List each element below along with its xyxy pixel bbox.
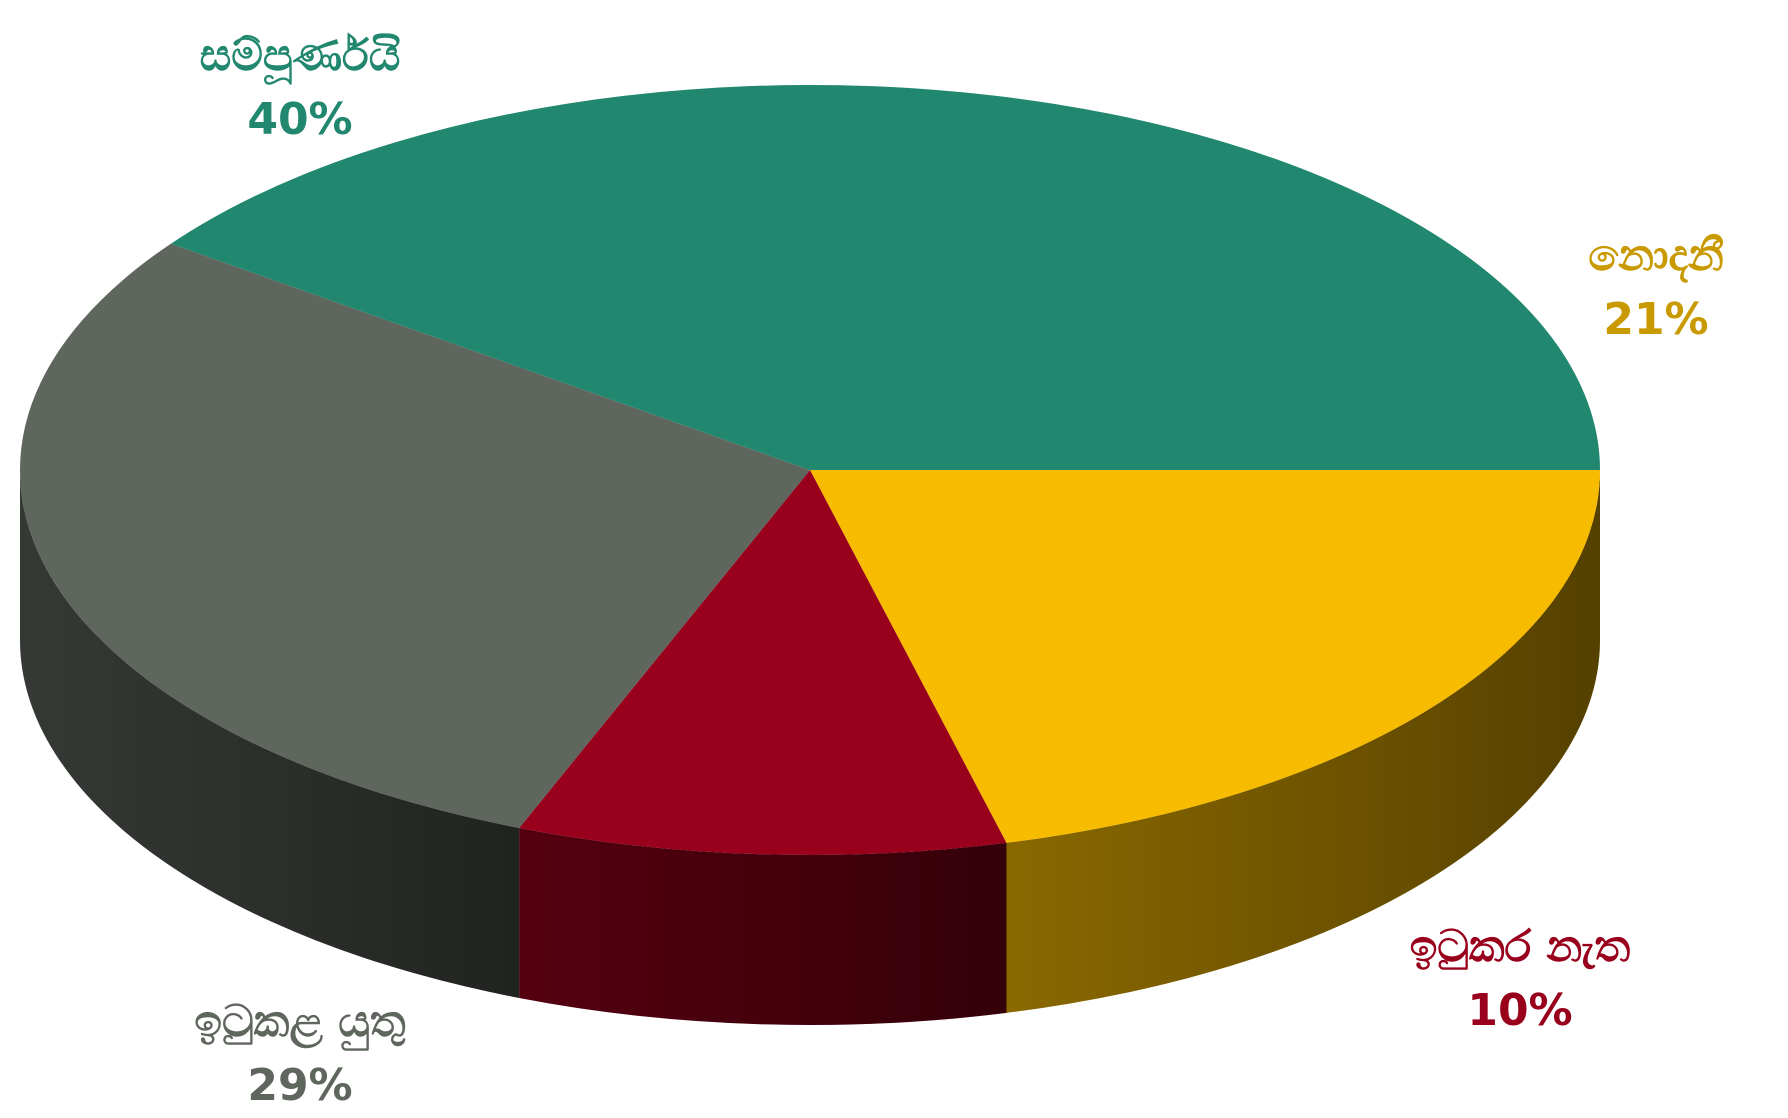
slice-name: නොදනී [1588,230,1724,281]
slice-name: සම්පූර්ණයි [199,30,401,81]
pie-slice-slice-3 [170,84,1600,470]
pie-top-faces [19,84,1600,855]
pie-side-shade-slice-2 [20,470,520,998]
slice-label-itukara-naetha: ඉටුකර නැත 10% [1330,915,1710,1043]
pie-slice-slice-0 [810,470,1600,843]
slice-percent: 10% [1467,985,1573,1036]
slice-label-ne-danni: නොදනී 21% [1536,224,1776,352]
pie-slice-slice-2 [19,243,811,828]
slice-percent: 40% [247,94,353,145]
slice-label-itukala-yuthu: ඉටුකළ යුතු 29% [110,990,490,1118]
pie-side-shade-slice-1 [519,827,1007,1025]
pie-side-walls [20,470,1600,1025]
slice-percent: 21% [1603,294,1709,345]
pie-slice-slice-1 [519,470,1007,855]
slice-label-sampurnai: සම්පූර්ණයි 40% [110,24,490,152]
slice-name: ඉටුකළ යුතු [194,996,406,1047]
pie-side-shade-slice-0 [1006,470,1600,1013]
slice-name: ඉටුකර නැත [1409,921,1631,972]
slice-percent: 29% [247,1060,353,1111]
